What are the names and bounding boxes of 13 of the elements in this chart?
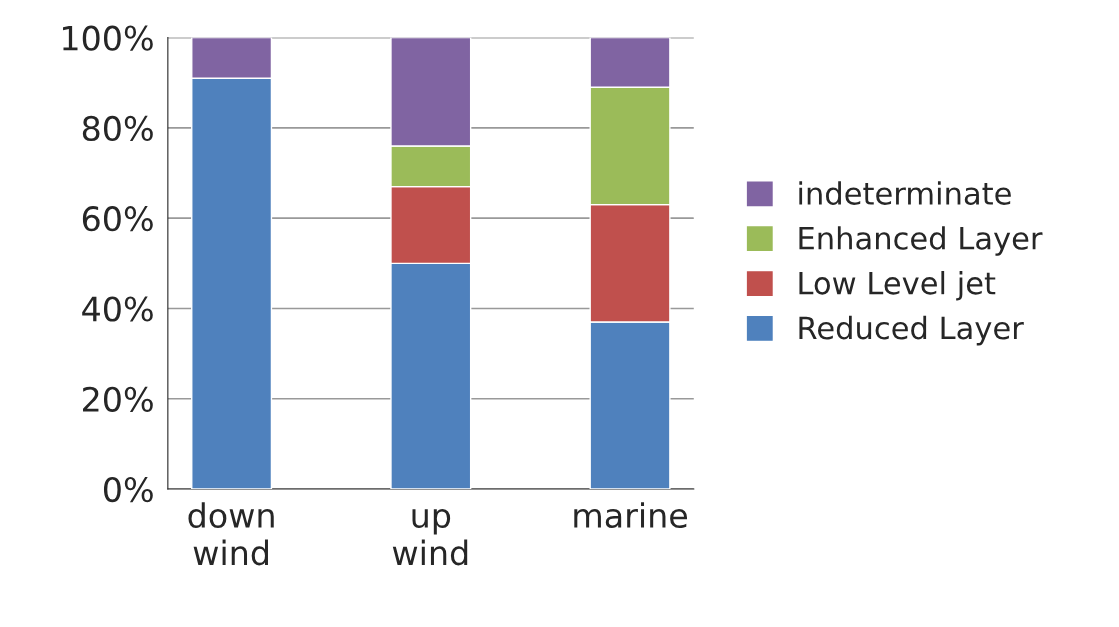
y-tick-label: 100% bbox=[63, 25, 153, 51]
y-tick-label: 60% bbox=[82, 206, 153, 232]
y-tick-label: 20% bbox=[83, 386, 153, 412]
y-tick-label: 0% bbox=[103, 476, 153, 503]
x-tick-label: down wind bbox=[188, 502, 274, 566]
legend-label: Reduced Layer bbox=[799, 315, 1024, 346]
legend-label: Enhanced Layer bbox=[799, 226, 1043, 256]
y-tick-label: 80% bbox=[82, 115, 153, 142]
legend-label: indeterminate bbox=[799, 181, 1011, 205]
y-tick-label: 40% bbox=[82, 296, 153, 322]
x-tick-label: up wind bbox=[392, 508, 468, 566]
x-tick-label: marine bbox=[574, 502, 688, 529]
legend-label: Low Level jet bbox=[799, 270, 996, 301]
